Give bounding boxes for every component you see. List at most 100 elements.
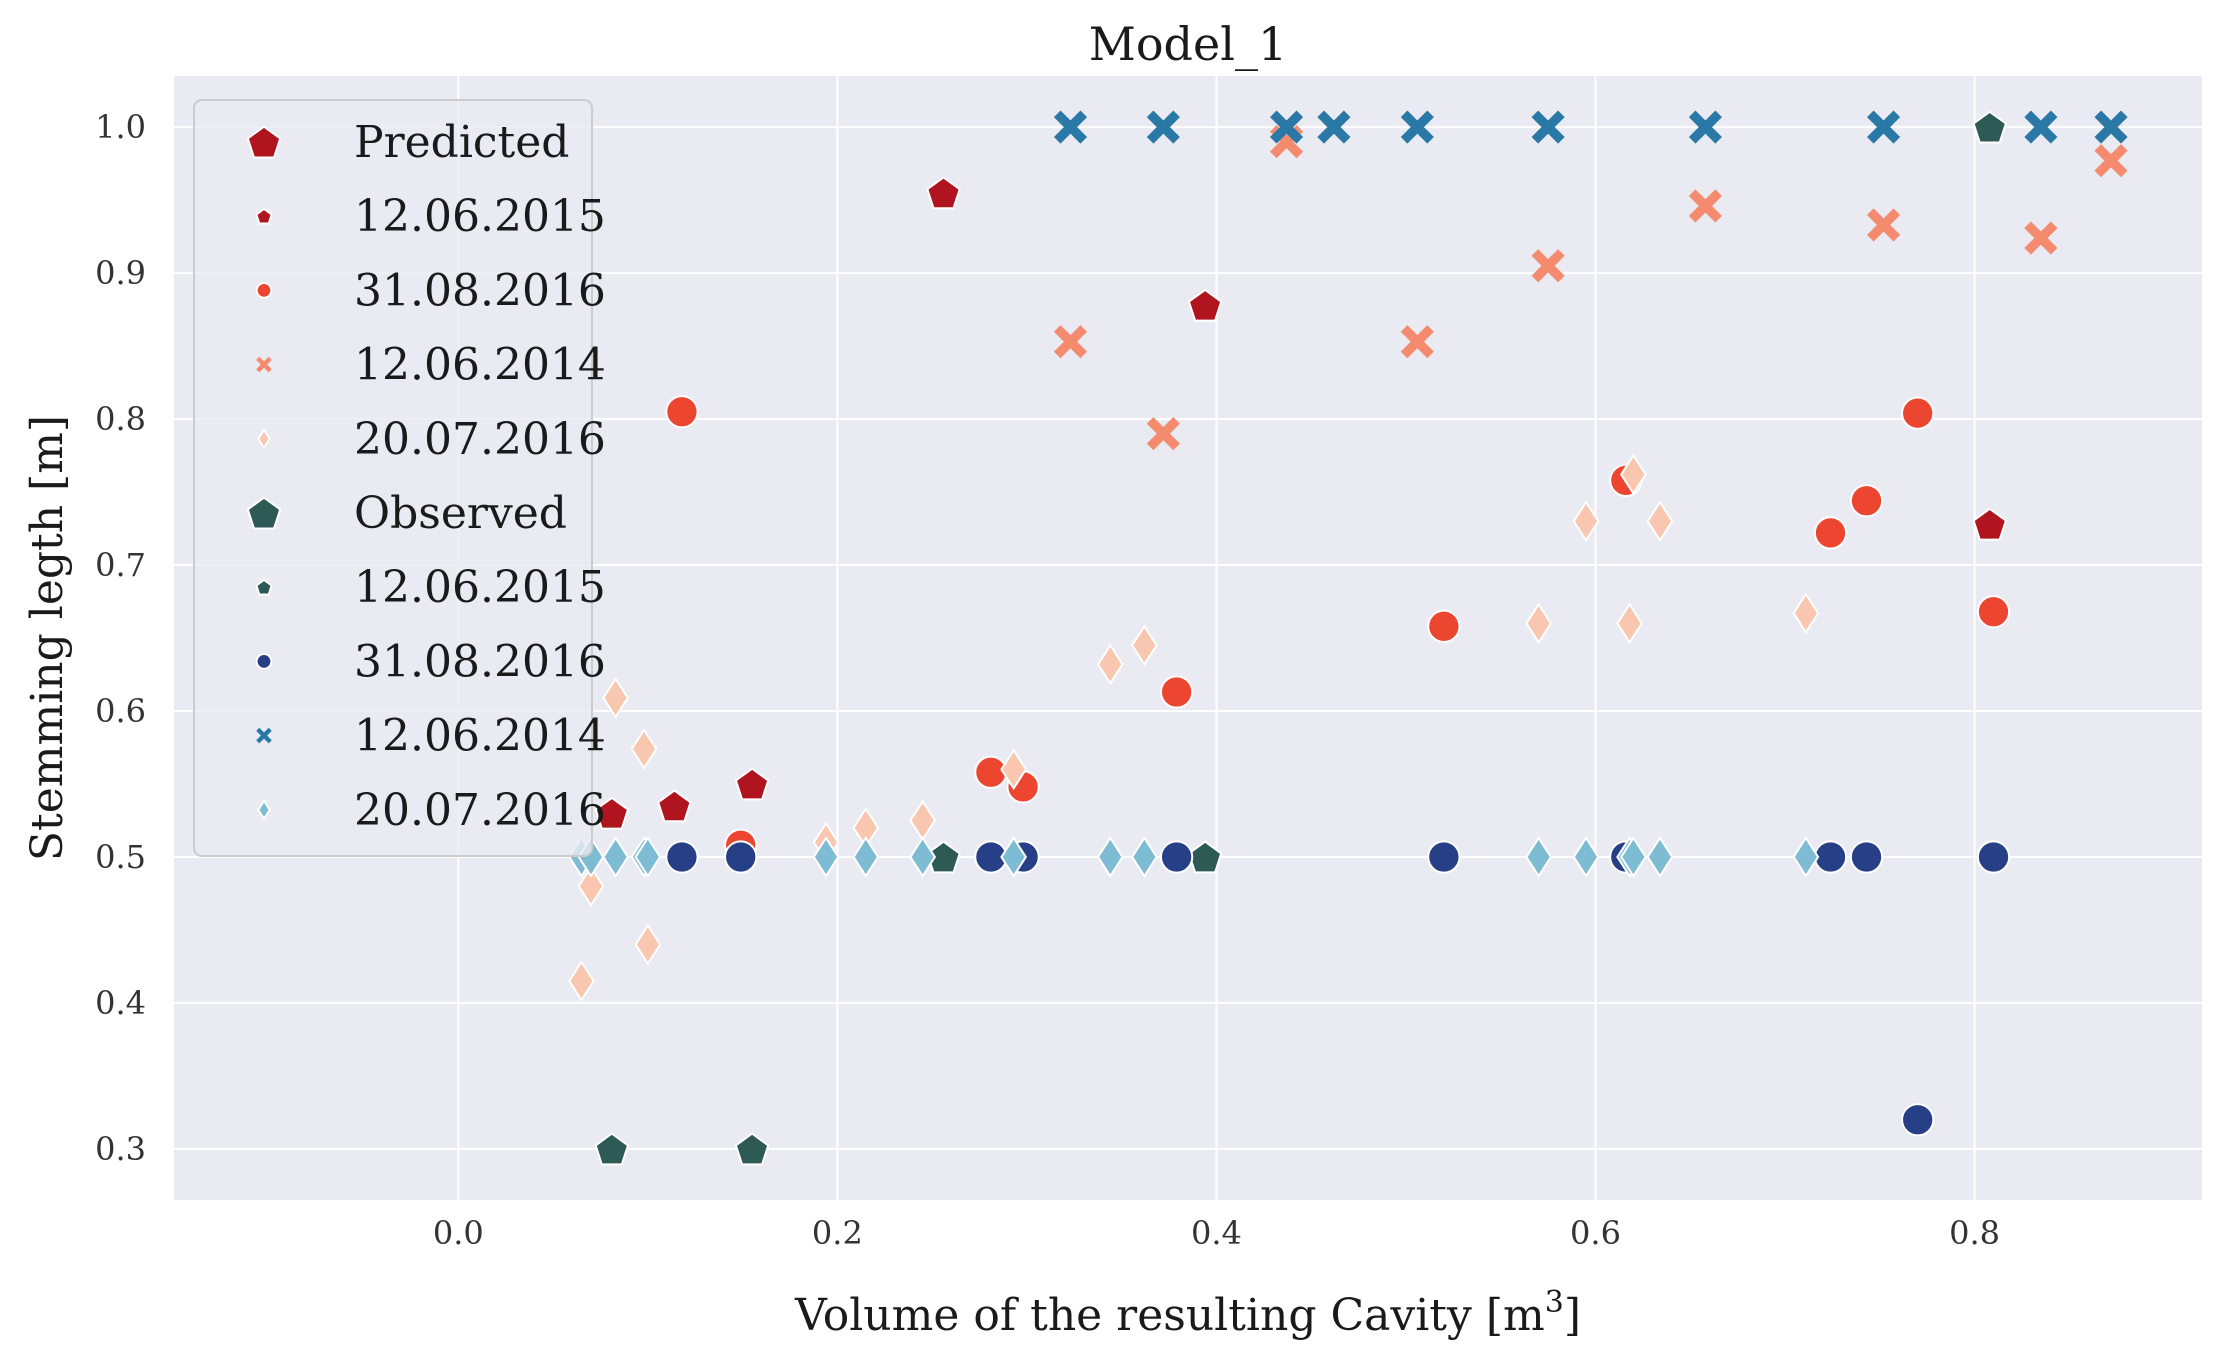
data-point xyxy=(1792,592,1820,635)
legend-marker xyxy=(255,207,273,225)
data-point xyxy=(1531,249,1565,283)
data-point xyxy=(926,176,961,210)
data-point xyxy=(1146,417,1180,451)
data-point xyxy=(602,836,630,878)
legend-label: 31.08.2016 xyxy=(354,636,606,687)
data-point xyxy=(724,840,758,874)
data-point xyxy=(1000,836,1028,878)
x-tick-label: 0.6 xyxy=(1570,1214,1621,1252)
y-tick-label: 0.4 xyxy=(95,984,146,1022)
x-axis-ticks: 0.0 0.2 0.4 0.6 0.8 xyxy=(433,1214,2000,1252)
y-tick-label: 1.0 xyxy=(95,108,146,146)
data-point xyxy=(1619,453,1647,496)
y-axis-label: Stemming legth [m] xyxy=(22,415,73,861)
data-point xyxy=(1427,609,1461,643)
data-point xyxy=(1867,208,1901,242)
legend-group-label: Predicted xyxy=(354,117,569,168)
data-point xyxy=(665,840,699,874)
data-point xyxy=(1901,1103,1935,1137)
y-tick-label: 0.3 xyxy=(95,1130,146,1168)
data-point xyxy=(1000,748,1028,791)
data-point xyxy=(665,395,699,429)
x-tick-label: 0.2 xyxy=(812,1214,863,1252)
data-point xyxy=(1976,595,2011,629)
x-axis-label: Volume of the resulting Cavity [m3] xyxy=(794,1285,1581,1341)
data-point xyxy=(852,836,880,878)
legend-marker xyxy=(255,578,273,596)
data-point xyxy=(1813,840,1848,874)
x-tick-label: 0.8 xyxy=(1949,1214,2000,1252)
data-point xyxy=(568,960,595,1002)
y-tick-label: 0.5 xyxy=(95,838,146,876)
data-point xyxy=(1616,602,1644,645)
data-point xyxy=(1901,396,1935,430)
data-point xyxy=(1572,500,1600,543)
data-point xyxy=(909,836,937,878)
data-point xyxy=(974,755,1008,789)
data-point xyxy=(2024,221,2058,255)
data-point xyxy=(1792,836,1820,878)
data-point xyxy=(594,1132,630,1166)
data-point xyxy=(1159,675,1194,709)
x-tick-label: 0.0 xyxy=(433,1214,484,1252)
legend-label: 20.07.2016 xyxy=(354,785,606,836)
data-point xyxy=(1096,836,1124,878)
legend-marker xyxy=(257,427,271,450)
legend-label: 12.06.2015 xyxy=(354,562,606,613)
data-point xyxy=(1187,288,1223,322)
data-point xyxy=(812,836,840,878)
legend-header-marker xyxy=(246,496,282,530)
chart-title: Model_1 xyxy=(1089,17,1287,71)
data-point xyxy=(1053,325,1088,359)
legend-label: 12.06.2015 xyxy=(354,191,606,242)
y-axis-ticks: 0.3 0.4 0.5 0.6 0.7 0.8 0.9 1.0 xyxy=(95,108,146,1168)
data-point xyxy=(657,789,692,823)
data-point xyxy=(1813,516,1848,550)
data-point xyxy=(1427,840,1461,874)
data-point xyxy=(1572,836,1600,878)
legend-label: 12.06.2014 xyxy=(354,340,606,391)
legend-marker xyxy=(256,727,272,744)
data-point xyxy=(1317,110,1351,144)
data-point xyxy=(1130,624,1158,667)
y-tick-label: 0.7 xyxy=(95,546,146,584)
data-point xyxy=(602,676,630,719)
data-point xyxy=(577,865,605,908)
data-point xyxy=(1972,507,2008,541)
y-tick-label: 0.6 xyxy=(95,692,146,730)
data-point xyxy=(1053,110,1088,144)
legend-box xyxy=(193,99,593,857)
data-point xyxy=(1849,840,1884,874)
x-tick-label: 0.4 xyxy=(1191,1214,1242,1252)
data-point xyxy=(634,923,662,966)
data-point xyxy=(734,767,770,801)
legend-label: 12.06.2014 xyxy=(354,711,606,762)
data-point xyxy=(1096,643,1124,686)
data-point xyxy=(1688,189,1722,223)
data-point xyxy=(1976,840,2011,874)
data-point xyxy=(2094,144,2128,178)
data-point xyxy=(1531,110,1565,144)
data-point xyxy=(1849,484,1884,518)
data-point xyxy=(1130,836,1158,878)
data-point xyxy=(1146,110,1180,144)
data-point xyxy=(1159,840,1194,874)
data-point xyxy=(1525,836,1553,878)
data-point xyxy=(1269,110,1304,144)
data-point xyxy=(1867,110,1901,144)
data-point xyxy=(2024,110,2058,144)
legend-group-label: Observed xyxy=(354,488,567,539)
legend-label: 20.07.2016 xyxy=(354,414,606,465)
data-point xyxy=(1525,602,1553,645)
data-point xyxy=(634,836,662,878)
legend-label: 31.08.2016 xyxy=(354,265,606,316)
legend-marker xyxy=(255,282,273,299)
data-point xyxy=(594,796,630,830)
y-tick-label: 0.9 xyxy=(95,254,146,292)
legend-header-marker xyxy=(246,125,282,159)
y-tick-label: 0.8 xyxy=(95,400,146,438)
data-point xyxy=(1688,110,1722,144)
legend-marker xyxy=(257,798,271,821)
data-point xyxy=(2094,110,2128,144)
